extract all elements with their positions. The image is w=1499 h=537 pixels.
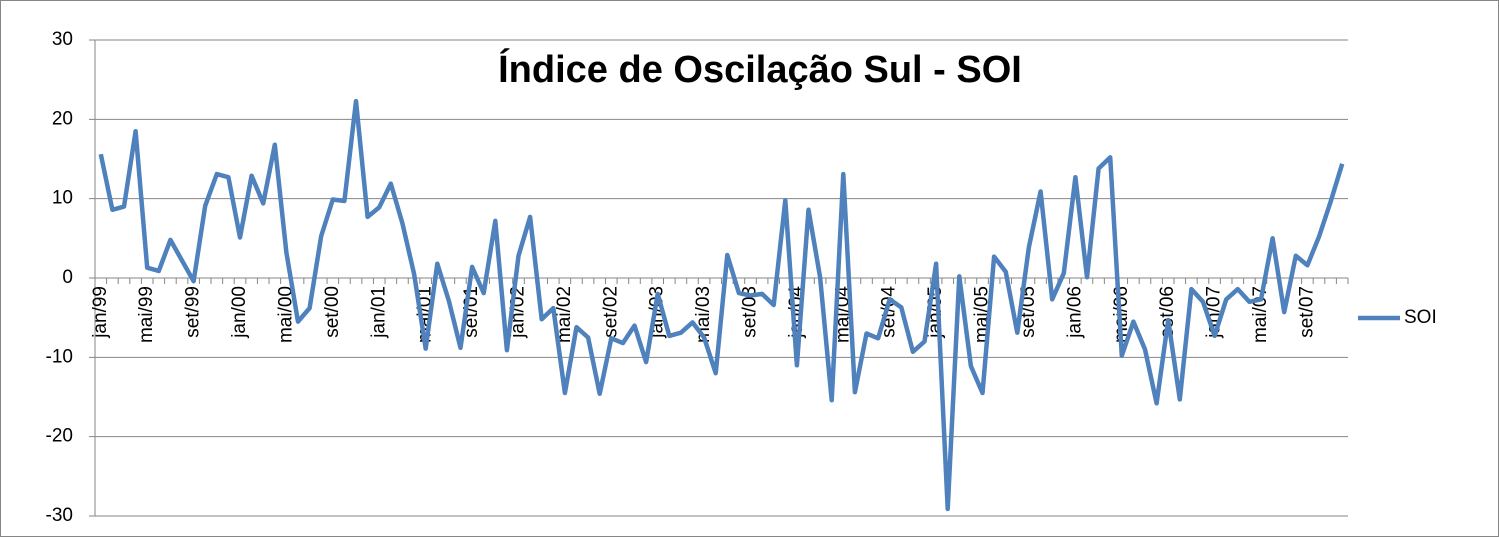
y-tick-label: -30 (46, 505, 73, 526)
y-tick-label: 20 (52, 108, 73, 129)
x-tick-label: set/00 (322, 286, 343, 338)
chart-title: Índice de Oscilação Sul - SOI (498, 47, 1022, 91)
y-tick-label: -20 (46, 426, 73, 447)
x-tick-label: set/99 (183, 286, 204, 338)
x-tick-label: set/03 (740, 286, 761, 338)
x-tick-label: jan/99 (90, 286, 111, 339)
x-tick-label: mai/99 (136, 286, 157, 343)
x-tick-label: jan/01 (368, 286, 389, 339)
x-tick-label: set/07 (1296, 286, 1317, 338)
y-tick-label: 0 (62, 267, 73, 288)
x-tick-label: set/02 (600, 286, 621, 338)
series-line (98, 98, 1345, 512)
x-tick-label: mai/00 (275, 286, 296, 343)
legend-label: SOI (1404, 307, 1437, 328)
y-tick-label: 10 (52, 188, 73, 209)
x-tick-label: jan/06 (1064, 286, 1085, 339)
x-tick-label: mai/02 (554, 286, 575, 343)
y-tick-label: 30 (52, 29, 73, 50)
x-tick-label: jan/00 (229, 286, 250, 339)
x-tick-label: set/06 (1157, 286, 1178, 338)
y-tick-label: -10 (46, 346, 73, 367)
